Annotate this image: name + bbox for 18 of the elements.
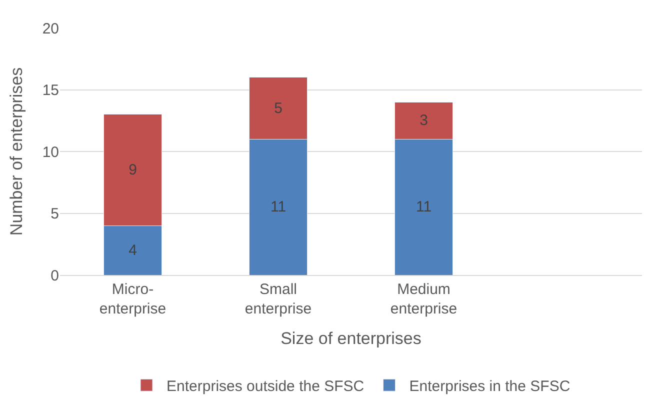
y-tick-label: 20 (42, 20, 59, 38)
x-tick-label: Medium enterprise (390, 281, 458, 318)
y-tick-label: 0 (50, 267, 59, 284)
data-label: 9 (128, 162, 137, 179)
y-axis-title: Number of enterprises (6, 67, 26, 236)
x-tick-label: Micro- enterprise (99, 281, 166, 318)
y-tick-label: 10 (42, 144, 59, 161)
data-label: 4 (128, 242, 137, 259)
x-axis-title: Size of enterprises (280, 328, 422, 348)
data-label: 5 (274, 100, 282, 117)
data-label: 3 (420, 112, 428, 130)
x-tick-label: Small enterprise (244, 281, 312, 318)
data-label: 11 (270, 198, 286, 216)
data-label: 11 (416, 198, 432, 216)
y-tick-label: 15 (42, 82, 59, 99)
y-tick-label: 5 (50, 206, 59, 222)
legend-label: Enterprises in the SFSC (409, 378, 570, 395)
legend-label: Enterprises outside the SFSC (166, 378, 364, 395)
